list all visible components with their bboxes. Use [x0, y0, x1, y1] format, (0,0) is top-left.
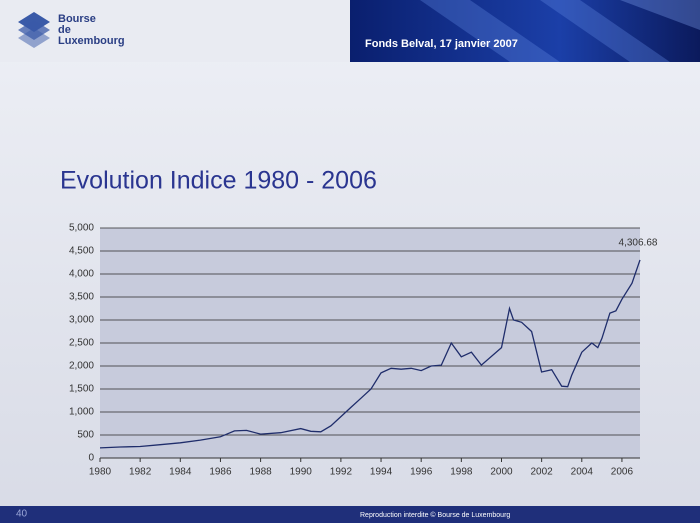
- x-tick-label: 1996: [410, 467, 433, 478]
- x-tick-label: 1990: [290, 467, 313, 478]
- logo-mark: [18, 12, 50, 48]
- logo-text: Luxembourg: [58, 35, 125, 47]
- y-tick-label: 1,500: [69, 384, 94, 395]
- y-tick-label: 4,500: [69, 246, 94, 257]
- index-line: [99, 259, 641, 449]
- header-left: [0, 0, 350, 62]
- annotation: 4,306.68: [619, 238, 658, 249]
- y-tick-label: 2,500: [69, 338, 94, 349]
- footer-bar: [0, 506, 700, 523]
- header-streaks: [420, 0, 700, 62]
- logo-text: de: [58, 24, 71, 36]
- page-number: 40: [16, 509, 28, 520]
- y-tick-label: 1,000: [69, 407, 94, 418]
- y-tick-label: 0: [88, 453, 94, 464]
- y-tick-label: 5,000: [69, 223, 94, 234]
- x-tick-label: 1984: [169, 467, 192, 478]
- y-tick-label: 3,500: [69, 292, 94, 303]
- y-tick-label: 3,000: [69, 315, 94, 326]
- logo-text: Bourse: [58, 13, 96, 25]
- header-right: [350, 0, 700, 62]
- x-tick-label: 1998: [450, 467, 473, 478]
- x-tick-label: 1982: [129, 467, 152, 478]
- footer-notice: Reproduction interdite © Bourse de Luxem…: [360, 511, 510, 519]
- x-tick-label: 2002: [531, 467, 554, 478]
- x-tick-label: 1980: [89, 467, 112, 478]
- x-tick-label: 1988: [249, 467, 272, 478]
- x-tick-label: 2006: [611, 467, 634, 478]
- x-tick-label: 2004: [571, 467, 594, 478]
- chart-title: Evolution Indice 1980 - 2006: [60, 167, 377, 195]
- x-tick-label: 1992: [330, 467, 353, 478]
- x-tick-label: 1994: [370, 467, 393, 478]
- x-tick-label: 2000: [490, 467, 513, 478]
- chart: 0 500 1,000 1,500 2,000 2,500 3,000 3,500 4,000 4…: [69, 223, 658, 478]
- x-tick-label: 1986: [209, 467, 232, 478]
- y-tick-label: 2,000: [69, 361, 94, 372]
- y-tick-label: 500: [77, 430, 94, 441]
- event-label: Fonds Belval, 17 janvier 2007: [365, 38, 518, 50]
- y-tick-label: 4,000: [69, 269, 94, 280]
